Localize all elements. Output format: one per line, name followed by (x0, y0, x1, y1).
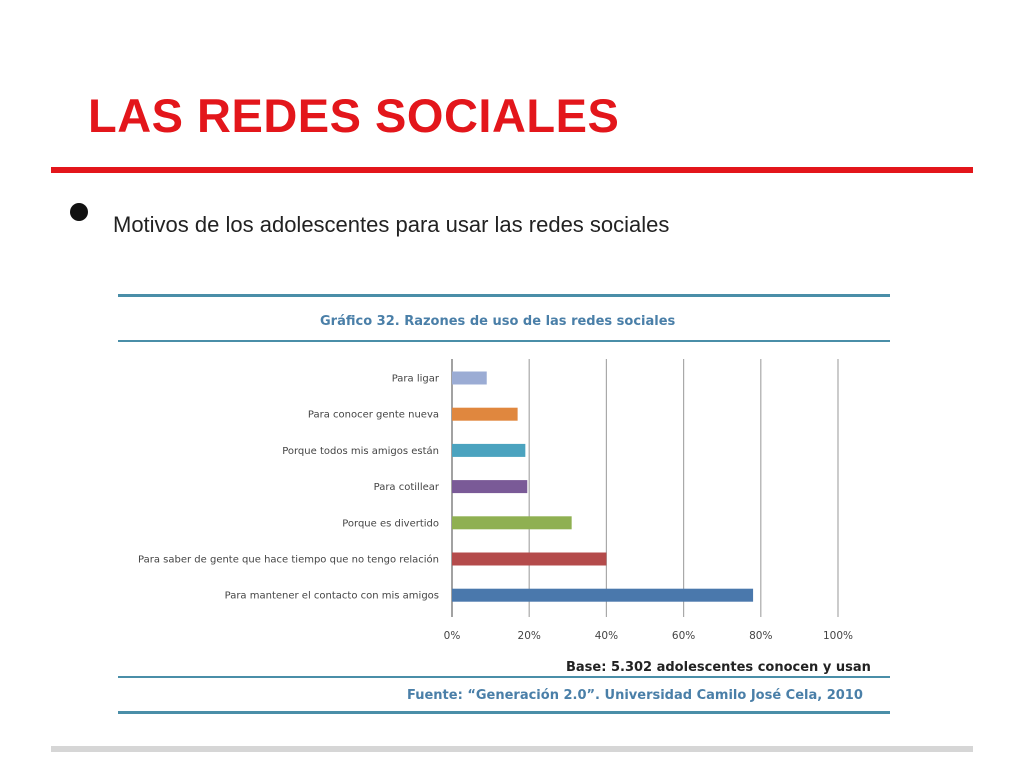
category-label: Para cotillear (374, 482, 440, 493)
category-labels: Para ligar Para conocer gente nueva Porque… (138, 374, 440, 602)
bar (452, 516, 572, 530)
x-tick-label: 40% (595, 630, 618, 642)
category-label: Para mantener el contacto con mis amigos (225, 591, 439, 602)
x-tick-label: 100% (823, 630, 853, 642)
chart-footer-mid-rule (118, 676, 890, 678)
x-tick-label: 80% (749, 630, 772, 642)
chart: Gráfico 32. Razones de uso de las redes … (118, 294, 890, 714)
bar (452, 443, 526, 457)
grid (451, 359, 839, 617)
x-tick-label: 20% (518, 630, 541, 642)
chart-footer-bottom-rule (118, 711, 890, 714)
category-label: Para ligar (392, 374, 440, 385)
slide-title: LAS REDES SOCIALES (88, 89, 620, 142)
title-underline (51, 167, 973, 173)
bullet-dot (70, 203, 88, 221)
category-label: Porque todos mis amigos están (282, 445, 439, 457)
x-tick-label: 60% (672, 630, 695, 642)
category-label: Para saber de gente que hace tiempo que … (138, 554, 439, 566)
x-tick-label: 0% (444, 630, 461, 642)
bars (452, 371, 754, 602)
chart-header-top-rule (118, 294, 890, 297)
bar (452, 552, 607, 566)
x-tick-labels: 0% 20% 40% 60% 80% 100% (444, 630, 853, 642)
category-label: Porque es divertido (342, 518, 439, 529)
bar (452, 588, 754, 602)
bar (452, 480, 528, 494)
chart-source: Fuente: “Generación 2.0”. Universidad Ca… (407, 688, 863, 703)
chart-header-bottom-rule (118, 340, 890, 342)
bar (452, 371, 487, 385)
bar (452, 407, 518, 421)
chart-base-note: Base: 5.302 adolescentes conocen y usan (566, 660, 871, 675)
category-label: Para conocer gente nueva (308, 410, 439, 421)
chart-title: Gráfico 32. Razones de uso de las redes … (320, 314, 676, 329)
footer-rule (51, 746, 973, 752)
bullet-text: Motivos de los adolescentes para usar la… (113, 212, 670, 237)
